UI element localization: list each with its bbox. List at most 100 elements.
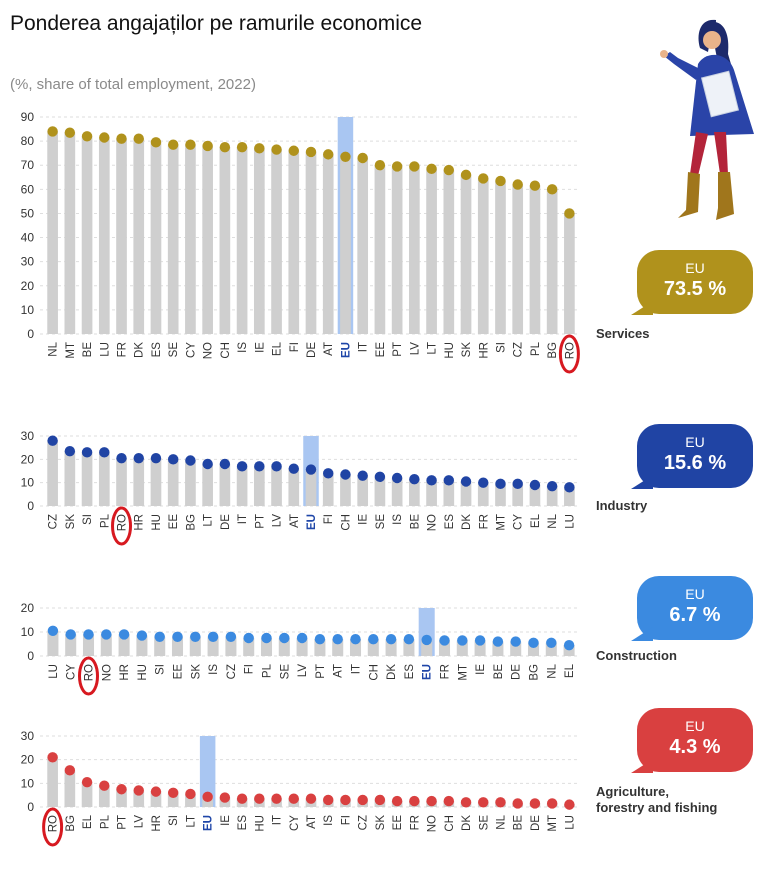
x-tick-label: RO	[84, 664, 96, 681]
bar-si	[167, 792, 179, 807]
y-tick-label: 20	[21, 452, 35, 466]
callout-tail	[631, 627, 653, 641]
bar-se	[167, 144, 179, 334]
x-tick-label: SK	[65, 514, 77, 530]
x-tick-label: AT	[323, 342, 335, 356]
chart-3: 0 10 20 LU CY RO NO HR HU SI EE SK IS CZ FI PL SE LV PT AT I…	[21, 601, 578, 696]
point-no	[426, 795, 437, 807]
point-ee	[172, 631, 183, 642]
point-is	[391, 472, 403, 484]
x-tick-label: RO	[564, 342, 576, 359]
point-eu	[421, 634, 432, 646]
point-sk	[460, 169, 472, 181]
x-tick-label: SK	[190, 664, 202, 680]
bar-pt	[314, 639, 326, 656]
x-tick-label: ES	[237, 815, 249, 831]
point-mt	[546, 798, 558, 809]
bar-it	[236, 466, 248, 506]
callout-tail	[631, 759, 653, 773]
x-tick-label: EE	[375, 342, 387, 358]
x-tick-label: DK	[461, 514, 473, 530]
bar-sk	[64, 451, 76, 506]
person-illustration-icon	[660, 19, 754, 220]
bar-at	[332, 639, 344, 656]
x-tick-label: CY	[289, 815, 301, 831]
x-tick-label: HU	[444, 342, 456, 359]
callout-label: EU	[685, 434, 705, 450]
callout-label: EU	[685, 586, 705, 602]
point-hr	[478, 173, 489, 184]
point-ro	[83, 629, 94, 640]
x-tick-label: NL	[48, 341, 60, 356]
point-hr	[133, 452, 144, 464]
bar-pl	[529, 185, 541, 334]
x-tick-label: EL	[272, 341, 284, 356]
x-tick-label: SI	[155, 664, 167, 675]
point-de	[529, 798, 541, 809]
point-se	[478, 797, 489, 808]
x-tick-label: MT	[65, 342, 77, 359]
x-tick-label: DK	[461, 815, 473, 831]
x-tick-label: LV	[134, 815, 146, 829]
x-tick-label: CH	[444, 815, 456, 832]
point-be	[492, 636, 504, 647]
point-at	[288, 463, 299, 474]
point-dk	[460, 476, 472, 487]
point-fr	[439, 635, 450, 646]
x-tick-label: RO	[48, 815, 60, 832]
callout-label: EU	[685, 718, 705, 734]
point-pl	[99, 780, 110, 791]
x-tick-label: EU	[306, 514, 318, 530]
bar-it	[349, 639, 362, 656]
x-tick-label: CH	[340, 514, 352, 531]
bar-ch	[219, 147, 231, 334]
y-tick-label: 20	[21, 601, 35, 615]
bar-eu	[305, 469, 317, 506]
point-mt	[495, 478, 506, 490]
point-is	[207, 631, 219, 642]
point-eu	[305, 464, 317, 475]
point-si	[154, 631, 165, 642]
bar-pt	[116, 789, 127, 807]
point-lu	[99, 132, 110, 143]
x-tick-label: HU	[151, 514, 163, 531]
x-tick-label: PL	[530, 341, 542, 356]
bar-hu	[150, 458, 162, 506]
x-tick-label: SE	[478, 815, 490, 831]
x-tick-label: NL	[546, 663, 558, 678]
point-el	[563, 640, 575, 651]
sector-label: Industry	[596, 498, 648, 513]
point-fi	[323, 468, 334, 479]
point-lv	[271, 461, 282, 472]
callout-value: 4.3 %	[669, 736, 721, 758]
point-be	[512, 798, 523, 809]
sector-label: Construction	[596, 648, 677, 663]
y-tick-label: 0	[27, 327, 34, 341]
point-es	[236, 793, 248, 804]
y-tick-label: 40	[21, 231, 35, 245]
callout-tail	[631, 301, 653, 315]
x-tick-label: EL	[82, 814, 94, 829]
bar-ie	[357, 475, 369, 506]
x-tick-label: IT	[358, 342, 370, 352]
point-lv	[296, 632, 308, 644]
point-at	[332, 634, 343, 645]
x-tick-label: IS	[208, 664, 220, 675]
point-ee	[391, 795, 403, 807]
point-se	[279, 632, 290, 644]
point-dk	[460, 797, 472, 808]
bar-nl	[545, 642, 557, 656]
bar-es	[403, 639, 415, 656]
point-ee	[167, 454, 179, 465]
point-nl	[546, 480, 558, 492]
point-fi	[288, 145, 299, 156]
x-tick-label: BG	[547, 342, 559, 359]
point-hu	[150, 452, 162, 464]
y-tick-label: 10	[21, 303, 35, 317]
x-tick-label: NO	[101, 664, 113, 681]
bar-ee	[171, 636, 184, 656]
bar-is	[207, 636, 219, 656]
x-tick-label: BE	[409, 514, 421, 530]
x-tick-label: LT	[185, 815, 197, 828]
bar-is	[391, 478, 403, 506]
